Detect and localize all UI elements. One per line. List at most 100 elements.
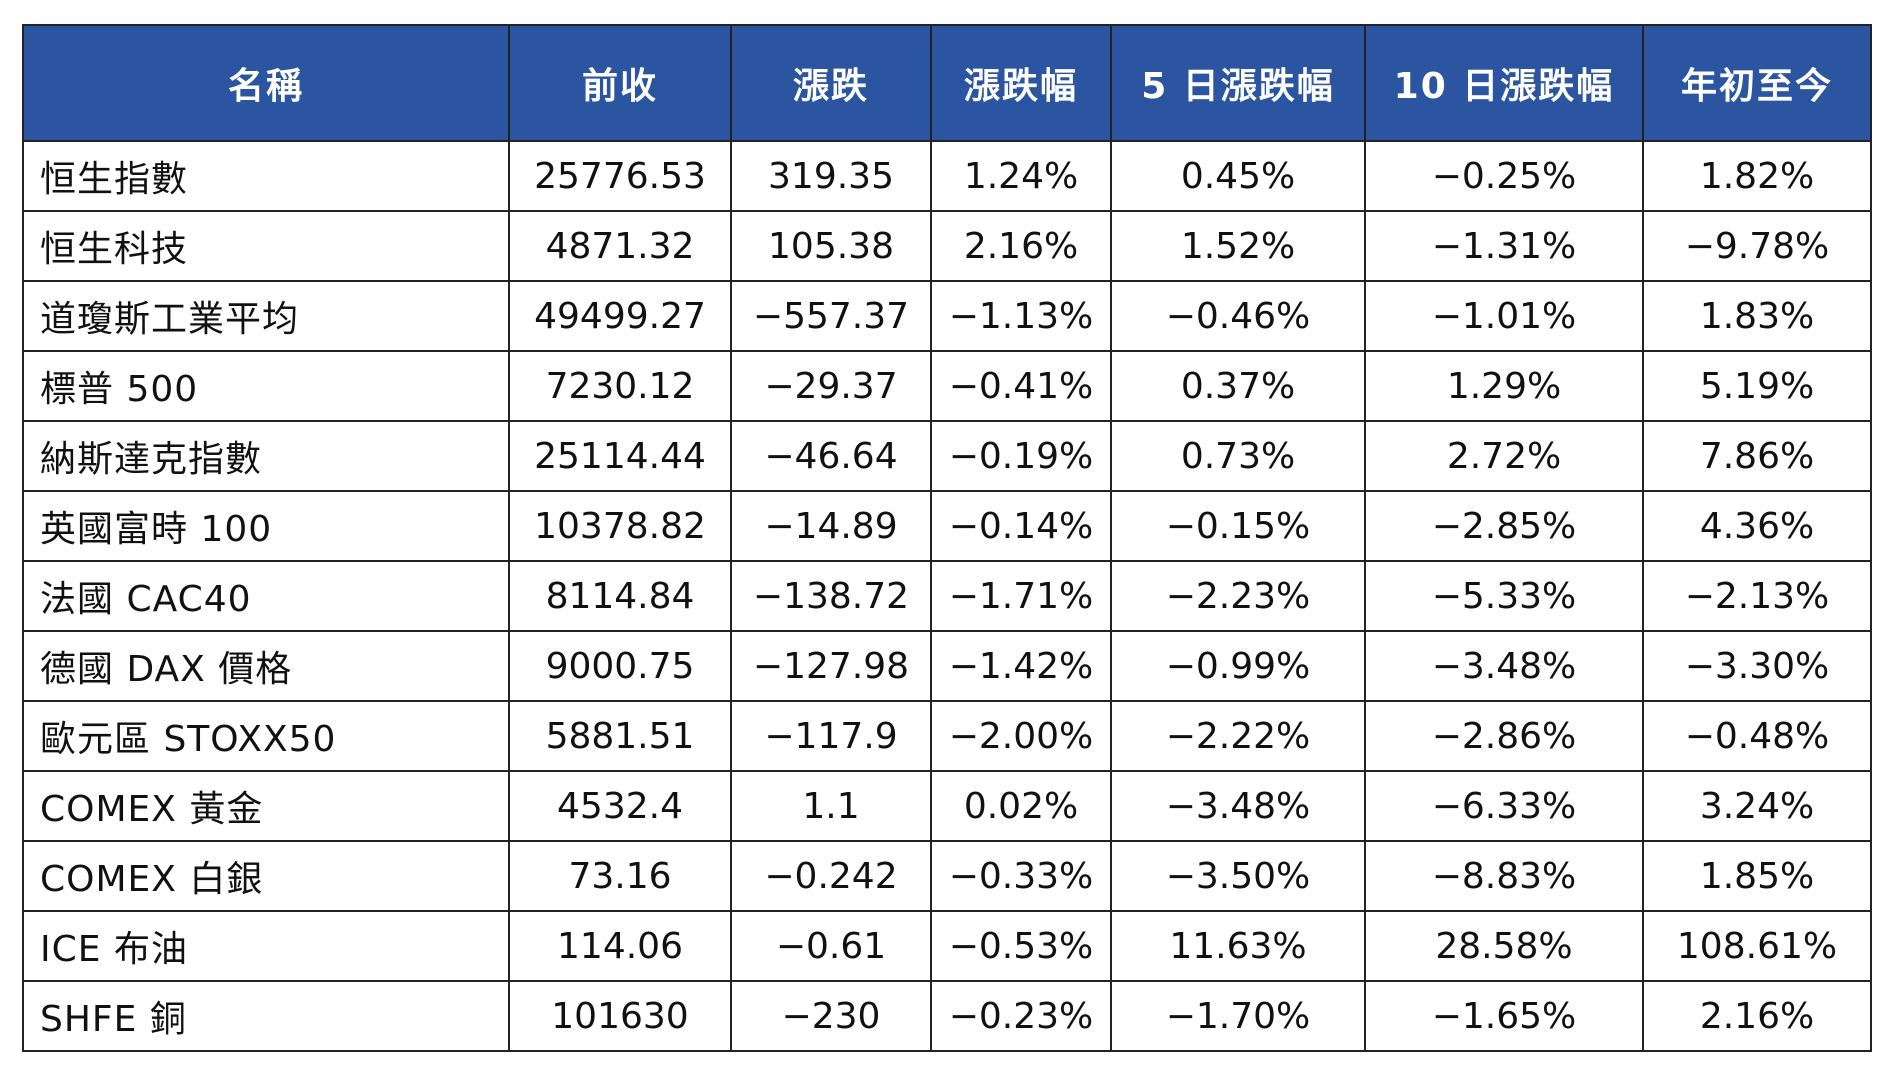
- value-cell: 114.06: [508, 910, 732, 982]
- value-cell: 1.52%: [1110, 210, 1366, 282]
- value-cell: −1.01%: [1364, 280, 1644, 352]
- header-row: 名稱 前收 漲跌 漲跌幅 5 日漲跌幅 10 日漲跌幅 年初至今: [22, 24, 1872, 142]
- column-header: 名稱: [22, 24, 510, 142]
- table-body: 恒生指數 25776.53 319.35 1.24% 0.45% −0.25% 1.82% 恒…: [22, 140, 1872, 1052]
- table-header: 名稱 前收 漲跌 漲跌幅 5 日漲跌幅 10 日漲跌幅 年初至今: [22, 24, 1872, 142]
- value-cell: −0.14%: [930, 490, 1112, 562]
- table-row: SHFE 銅 101630 −230 −0.23% −1.70% −1.65% 2.16%: [22, 980, 1872, 1052]
- value-cell: −3.50%: [1110, 840, 1366, 912]
- value-cell: −2.23%: [1110, 560, 1366, 632]
- column-header: 5 日漲跌幅: [1110, 24, 1366, 142]
- value-cell: −0.25%: [1364, 140, 1644, 212]
- value-cell: 1.85%: [1642, 840, 1872, 912]
- instrument-name-cell: 恒生指數: [22, 140, 510, 212]
- value-cell: −2.00%: [930, 700, 1112, 772]
- value-cell: −1.70%: [1110, 980, 1366, 1052]
- value-cell: 49499.27: [508, 280, 732, 352]
- table-row: 英國富時 100 10378.82 −14.89 −0.14% −0.15% −2.85%…: [22, 490, 1872, 562]
- table-row: ICE 布油 114.06 −0.61 −0.53% 11.63% 28.58% 108.6…: [22, 910, 1872, 982]
- column-header: 漲跌幅: [930, 24, 1112, 142]
- value-cell: −0.48%: [1642, 700, 1872, 772]
- market-data-table: 名稱 前收 漲跌 漲跌幅 5 日漲跌幅 10 日漲跌幅 年初至今 恒生指數 25776.53 3…: [22, 24, 1872, 1052]
- value-cell: 1.24%: [930, 140, 1112, 212]
- value-cell: 0.73%: [1110, 420, 1366, 492]
- value-cell: −230: [730, 980, 932, 1052]
- value-cell: −117.9: [730, 700, 932, 772]
- value-cell: 9000.75: [508, 630, 732, 702]
- value-cell: −557.37: [730, 280, 932, 352]
- table-row: COMEX 白銀 73.16 −0.242 −0.33% −3.50% −8.83% 1.8…: [22, 840, 1872, 912]
- value-cell: 1.29%: [1364, 350, 1644, 422]
- instrument-name-cell: 德國 DAX 價格: [22, 630, 510, 702]
- value-cell: −6.33%: [1364, 770, 1644, 842]
- value-cell: 1.83%: [1642, 280, 1872, 352]
- value-cell: 319.35: [730, 140, 932, 212]
- value-cell: −1.65%: [1364, 980, 1644, 1052]
- table-row: 標普 500 7230.12 −29.37 −0.41% 0.37% 1.29% 5.19%: [22, 350, 1872, 422]
- value-cell: 10378.82: [508, 490, 732, 562]
- value-cell: 7230.12: [508, 350, 732, 422]
- value-cell: 28.58%: [1364, 910, 1644, 982]
- value-cell: −0.41%: [930, 350, 1112, 422]
- instrument-name-cell: 納斯達克指數: [22, 420, 510, 492]
- value-cell: 4532.4: [508, 770, 732, 842]
- value-cell: −0.46%: [1110, 280, 1366, 352]
- instrument-name-cell: ICE 布油: [22, 910, 510, 982]
- value-cell: 2.16%: [1642, 980, 1872, 1052]
- instrument-name-cell: 恒生科技: [22, 210, 510, 282]
- column-header: 年初至今: [1642, 24, 1872, 142]
- table-row: 法國 CAC40 8114.84 −138.72 −1.71% −2.23% −5.33%…: [22, 560, 1872, 632]
- value-cell: −8.83%: [1364, 840, 1644, 912]
- value-cell: −0.23%: [930, 980, 1112, 1052]
- value-cell: −0.19%: [930, 420, 1112, 492]
- table-row: 納斯達克指數 25114.44 −46.64 −0.19% 0.73% 2.72% 7.86…: [22, 420, 1872, 492]
- instrument-name-cell: 標普 500: [22, 350, 510, 422]
- value-cell: −9.78%: [1642, 210, 1872, 282]
- value-cell: 5881.51: [508, 700, 732, 772]
- value-cell: 1.1: [730, 770, 932, 842]
- value-cell: 3.24%: [1642, 770, 1872, 842]
- value-cell: −3.30%: [1642, 630, 1872, 702]
- value-cell: 8114.84: [508, 560, 732, 632]
- instrument-name-cell: 英國富時 100: [22, 490, 510, 562]
- table-row: 恒生科技 4871.32 105.38 2.16% 1.52% −1.31% −9.78%: [22, 210, 1872, 282]
- value-cell: −1.42%: [930, 630, 1112, 702]
- instrument-name-cell: COMEX 黃金: [22, 770, 510, 842]
- value-cell: −2.13%: [1642, 560, 1872, 632]
- value-cell: 0.02%: [930, 770, 1112, 842]
- table-row: 道瓊斯工業平均 49499.27 −557.37 −1.13% −0.46% −1.01%…: [22, 280, 1872, 352]
- value-cell: −127.98: [730, 630, 932, 702]
- value-cell: −2.86%: [1364, 700, 1644, 772]
- value-cell: 25114.44: [508, 420, 732, 492]
- value-cell: −0.33%: [930, 840, 1112, 912]
- instrument-name-cell: 歐元區 STOXX50: [22, 700, 510, 772]
- instrument-name-cell: SHFE 銅: [22, 980, 510, 1052]
- value-cell: 0.45%: [1110, 140, 1366, 212]
- value-cell: −2.22%: [1110, 700, 1366, 772]
- value-cell: −1.71%: [930, 560, 1112, 632]
- column-header: 漲跌: [730, 24, 932, 142]
- value-cell: −0.99%: [1110, 630, 1366, 702]
- value-cell: 4.36%: [1642, 490, 1872, 562]
- value-cell: 73.16: [508, 840, 732, 912]
- value-cell: 11.63%: [1110, 910, 1366, 982]
- value-cell: 0.37%: [1110, 350, 1366, 422]
- value-cell: −138.72: [730, 560, 932, 632]
- value-cell: −0.61: [730, 910, 932, 982]
- value-cell: 5.19%: [1642, 350, 1872, 422]
- value-cell: −1.13%: [930, 280, 1112, 352]
- value-cell: −0.242: [730, 840, 932, 912]
- value-cell: −2.85%: [1364, 490, 1644, 562]
- value-cell: −3.48%: [1110, 770, 1366, 842]
- value-cell: −29.37: [730, 350, 932, 422]
- table-row: 恒生指數 25776.53 319.35 1.24% 0.45% −0.25% 1.82%: [22, 140, 1872, 212]
- value-cell: 4871.32: [508, 210, 732, 282]
- value-cell: 2.16%: [930, 210, 1112, 282]
- instrument-name-cell: COMEX 白銀: [22, 840, 510, 912]
- value-cell: −14.89: [730, 490, 932, 562]
- value-cell: −5.33%: [1364, 560, 1644, 632]
- column-header: 10 日漲跌幅: [1364, 24, 1644, 142]
- table-row: 歐元區 STOXX50 5881.51 −117.9 −2.00% −2.22% −2.8…: [22, 700, 1872, 772]
- value-cell: 7.86%: [1642, 420, 1872, 492]
- value-cell: 105.38: [730, 210, 932, 282]
